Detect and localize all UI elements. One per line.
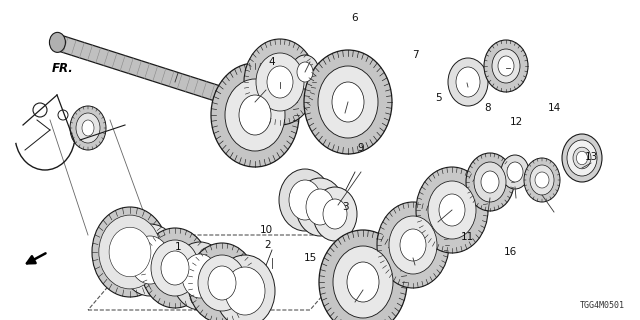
Ellipse shape (492, 49, 520, 83)
Ellipse shape (507, 162, 523, 182)
Ellipse shape (130, 236, 170, 284)
Ellipse shape (279, 169, 331, 231)
Ellipse shape (120, 224, 180, 296)
Ellipse shape (562, 134, 602, 182)
Ellipse shape (172, 242, 228, 310)
Ellipse shape (530, 165, 554, 195)
Ellipse shape (466, 153, 514, 211)
Text: 9: 9 (358, 143, 364, 153)
Ellipse shape (215, 255, 275, 320)
Text: 1: 1 (175, 242, 181, 252)
Ellipse shape (141, 228, 209, 308)
Ellipse shape (501, 155, 529, 189)
Ellipse shape (416, 167, 488, 253)
Ellipse shape (484, 40, 528, 92)
Ellipse shape (70, 106, 106, 150)
Ellipse shape (448, 58, 488, 106)
Ellipse shape (198, 255, 246, 311)
Text: 2: 2 (265, 240, 271, 250)
Text: 6: 6 (352, 13, 358, 23)
Ellipse shape (225, 79, 285, 151)
Text: 15: 15 (303, 253, 317, 263)
Ellipse shape (76, 113, 100, 143)
Ellipse shape (306, 189, 334, 225)
Text: 7: 7 (412, 50, 419, 60)
Ellipse shape (208, 266, 236, 300)
Ellipse shape (318, 66, 378, 138)
Ellipse shape (267, 66, 293, 98)
Ellipse shape (567, 140, 597, 176)
Ellipse shape (216, 87, 225, 101)
Ellipse shape (225, 267, 265, 315)
Polygon shape (55, 35, 223, 102)
Text: 14: 14 (547, 103, 561, 113)
Ellipse shape (481, 171, 499, 193)
Ellipse shape (428, 181, 476, 239)
Ellipse shape (239, 95, 271, 135)
Ellipse shape (313, 187, 357, 241)
Ellipse shape (244, 39, 316, 125)
Text: 10: 10 (259, 225, 273, 235)
Ellipse shape (389, 216, 437, 274)
Ellipse shape (456, 67, 480, 97)
Text: 5: 5 (435, 93, 442, 103)
Ellipse shape (577, 151, 588, 165)
Text: TGG4M0501: TGG4M0501 (580, 301, 625, 310)
Text: 4: 4 (269, 57, 275, 67)
Text: 16: 16 (504, 247, 516, 257)
Ellipse shape (188, 243, 256, 320)
Ellipse shape (109, 227, 151, 277)
Ellipse shape (182, 254, 218, 298)
Ellipse shape (291, 55, 319, 89)
Ellipse shape (304, 50, 392, 154)
Ellipse shape (498, 56, 514, 76)
Ellipse shape (161, 251, 189, 285)
Ellipse shape (49, 32, 65, 52)
Text: 11: 11 (460, 232, 474, 242)
Ellipse shape (333, 246, 393, 318)
Ellipse shape (524, 158, 560, 202)
Ellipse shape (82, 120, 94, 136)
Ellipse shape (323, 199, 347, 229)
Ellipse shape (377, 202, 449, 288)
Ellipse shape (211, 63, 299, 167)
Ellipse shape (297, 62, 313, 82)
Ellipse shape (99, 215, 161, 289)
Ellipse shape (151, 240, 199, 296)
Text: 12: 12 (509, 117, 523, 127)
Ellipse shape (347, 262, 379, 302)
Ellipse shape (439, 194, 465, 226)
Text: 3: 3 (342, 202, 348, 212)
Ellipse shape (535, 172, 549, 188)
Ellipse shape (296, 178, 344, 236)
Text: FR.: FR. (52, 61, 74, 75)
Ellipse shape (573, 147, 591, 169)
Ellipse shape (319, 230, 407, 320)
Ellipse shape (289, 180, 321, 220)
Ellipse shape (332, 82, 364, 122)
Text: 8: 8 (484, 103, 492, 113)
Ellipse shape (474, 162, 506, 202)
Ellipse shape (400, 229, 426, 261)
Text: 13: 13 (584, 152, 598, 162)
Ellipse shape (92, 207, 168, 297)
Ellipse shape (256, 53, 304, 111)
